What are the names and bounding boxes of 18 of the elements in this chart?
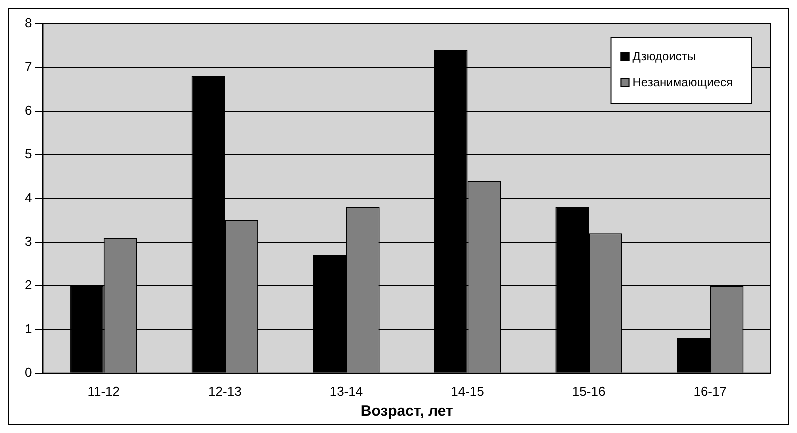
x-tick-label: 16-17	[694, 384, 727, 399]
x-tick-label: 11-12	[88, 384, 120, 399]
legend-label: Дзюдоисты	[632, 49, 696, 64]
y-tick-label: 8	[24, 16, 32, 31]
y-tick-label: 4	[24, 190, 32, 206]
y-tick-label: 2	[24, 278, 32, 293]
y-tick-label: 3	[24, 234, 32, 249]
x-tick-label: 13-14	[330, 384, 364, 399]
x-tick-label: 12-13	[208, 384, 242, 399]
y-tick-label: 7	[24, 59, 32, 74]
legend-label: Незанимающиеся	[632, 75, 734, 90]
y-tick-label: 5	[24, 146, 32, 162]
y-tick-label: 1	[24, 321, 32, 336]
x-tick-label: 14-15	[451, 384, 484, 399]
y-tick-label: 0	[24, 364, 32, 380]
x-axis-title: Возраст, лет	[360, 403, 454, 420]
y-tick-label: 6	[24, 102, 32, 118]
x-tick-label: 15-16	[572, 384, 606, 399]
